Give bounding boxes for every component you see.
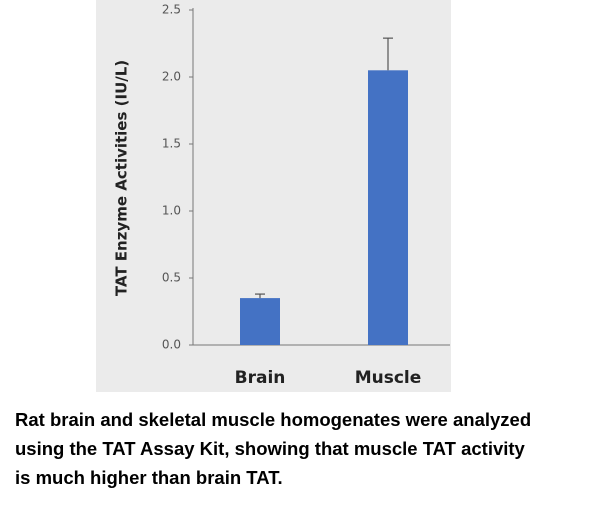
y-tick-label: 0.0 — [162, 338, 181, 352]
error-bar — [255, 293, 265, 299]
bar — [240, 298, 280, 345]
error-bar — [383, 37, 393, 71]
y-tick-label: 1.0 — [162, 204, 181, 218]
bar — [368, 70, 408, 346]
caption-line: using the TAT Assay Kit, showing that mu… — [15, 438, 526, 459]
caption-line: Rat brain and skeletal muscle homogenate… — [15, 409, 531, 430]
x-tick-label: Brain — [235, 368, 286, 388]
x-tick-label: Muscle — [355, 368, 422, 388]
y-axis-label: TAT Enzyme Activities (IU/L) — [113, 60, 131, 296]
y-tick-label: 2.5 — [162, 3, 181, 17]
y-tick-label: 1.5 — [162, 137, 181, 151]
y-tick-label: 2.0 — [162, 70, 181, 84]
y-tick-label: 0.5 — [162, 271, 181, 285]
caption-line: is much higher than brain TAT. — [15, 467, 283, 488]
